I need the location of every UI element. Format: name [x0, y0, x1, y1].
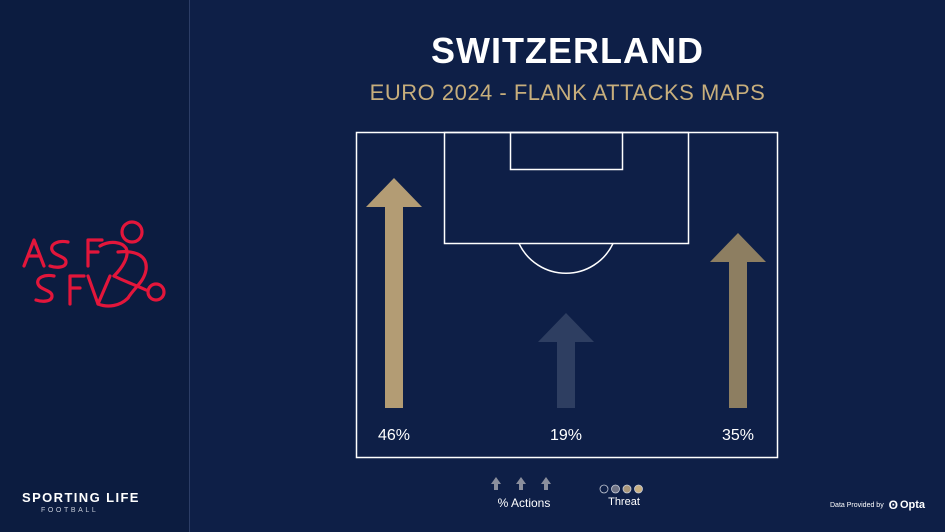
arrows-legend-icon	[491, 477, 551, 490]
legend-actions: % Actions	[483, 476, 565, 514]
sidebar: SPORTING LIFE FOOTBALL	[0, 0, 190, 532]
goal-area	[509, 131, 624, 171]
pitch-markings	[355, 131, 779, 459]
provider-name: Opta	[899, 499, 926, 511]
penalty-arc	[518, 243, 614, 275]
threat-scale-icon	[599, 484, 643, 494]
pitch-outline	[355, 131, 779, 459]
data-provider: Data Provided by ʘ Opta	[830, 498, 925, 512]
threat-dot-3	[622, 484, 632, 494]
opta-logo-icon: ʘ	[888, 498, 898, 512]
legend-threat: Threat	[596, 484, 652, 514]
value-label-1: 46%	[378, 427, 410, 444]
legend-actions-label: % Actions	[497, 496, 551, 510]
provider-prefix: Data Provided by	[830, 501, 884, 509]
sfv-crest-icon	[22, 220, 166, 308]
value-label-2: 19%	[550, 427, 582, 444]
page-title: SWITZERLAND	[431, 30, 704, 71]
legend-threat-label: Threat	[608, 496, 640, 508]
pitch-chart: 46% 19% 35%	[355, 131, 779, 459]
penalty-area	[443, 131, 690, 245]
attack-arrow-1	[366, 178, 422, 408]
attack-arrow-2	[538, 313, 594, 408]
threat-dot-1	[599, 484, 609, 494]
brand-name: SPORTING LIFE	[22, 490, 140, 505]
value-label-3: 35%	[722, 427, 754, 444]
value-labels: 46% 19% 35%	[378, 427, 754, 444]
brand-subtitle: FOOTBALL	[41, 507, 99, 514]
attack-arrows	[366, 178, 766, 408]
attack-arrow-3	[710, 233, 766, 408]
threat-dot-4	[634, 484, 643, 494]
page-subtitle: EURO 2024 - FLANK ATTACKS MAPS	[369, 80, 766, 105]
threat-dot-2	[611, 484, 620, 494]
